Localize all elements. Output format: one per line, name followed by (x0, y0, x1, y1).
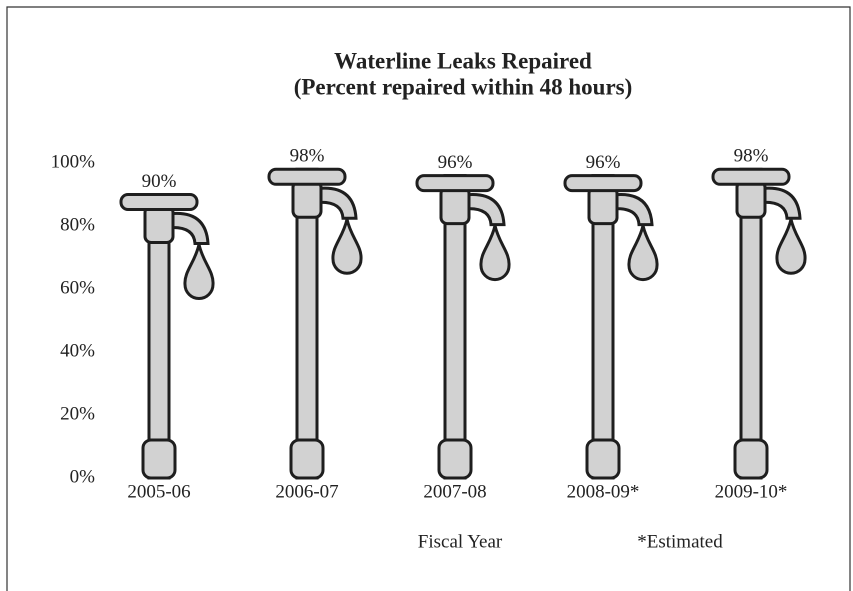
value-label: 96% (586, 152, 621, 173)
faucet (121, 195, 213, 479)
handle (565, 176, 641, 191)
pipe-base (735, 440, 767, 478)
drop (629, 226, 657, 280)
drop (481, 226, 509, 280)
faucet (565, 176, 657, 478)
y-tick-label: 100% (51, 151, 96, 172)
collar (737, 181, 765, 217)
pipe-base (291, 440, 323, 478)
faucet (713, 169, 805, 478)
collar (589, 188, 617, 224)
pipe-base (439, 440, 471, 478)
handle (269, 169, 345, 184)
spout (765, 188, 800, 218)
x-axis-label: Fiscal Year (418, 531, 503, 552)
y-tick-label: 80% (60, 214, 95, 235)
handle (121, 195, 197, 210)
drop (185, 245, 213, 299)
x-tick-label: 2006-07 (275, 481, 338, 502)
x-tick-label: 2007-08 (423, 481, 486, 502)
spout (469, 194, 504, 224)
value-label: 98% (734, 146, 769, 167)
collar (145, 207, 173, 243)
value-label: 98% (290, 146, 325, 167)
value-label: 96% (438, 152, 473, 173)
y-tick-label: 0% (70, 466, 96, 487)
faucet (269, 169, 361, 478)
x-tick-label: 2009-10* (715, 481, 788, 502)
collar (293, 181, 321, 217)
pipe-base (143, 440, 175, 478)
note: *Estimated (637, 531, 723, 552)
drop (333, 219, 361, 273)
handle (417, 176, 493, 191)
spout (321, 188, 356, 218)
handle (713, 169, 789, 184)
chart: Waterline Leaks Repaired (Percent repair… (0, 0, 853, 591)
collar (441, 188, 469, 224)
pipe-base (587, 440, 619, 478)
x-tick-label: 2005-06 (127, 481, 190, 502)
spout (617, 194, 652, 224)
drop (777, 219, 805, 273)
faucet (417, 176, 509, 478)
y-tick-label: 20% (60, 403, 95, 424)
y-tick-label: 60% (60, 277, 95, 298)
x-tick-label: 2008-09* (567, 481, 640, 502)
value-label: 90% (142, 171, 177, 192)
spout (173, 213, 208, 243)
chart-title: Waterline Leaks Repaired (334, 48, 592, 73)
chart-subtitle: (Percent repaired within 48 hours) (294, 74, 633, 99)
y-tick-label: 40% (60, 340, 95, 361)
